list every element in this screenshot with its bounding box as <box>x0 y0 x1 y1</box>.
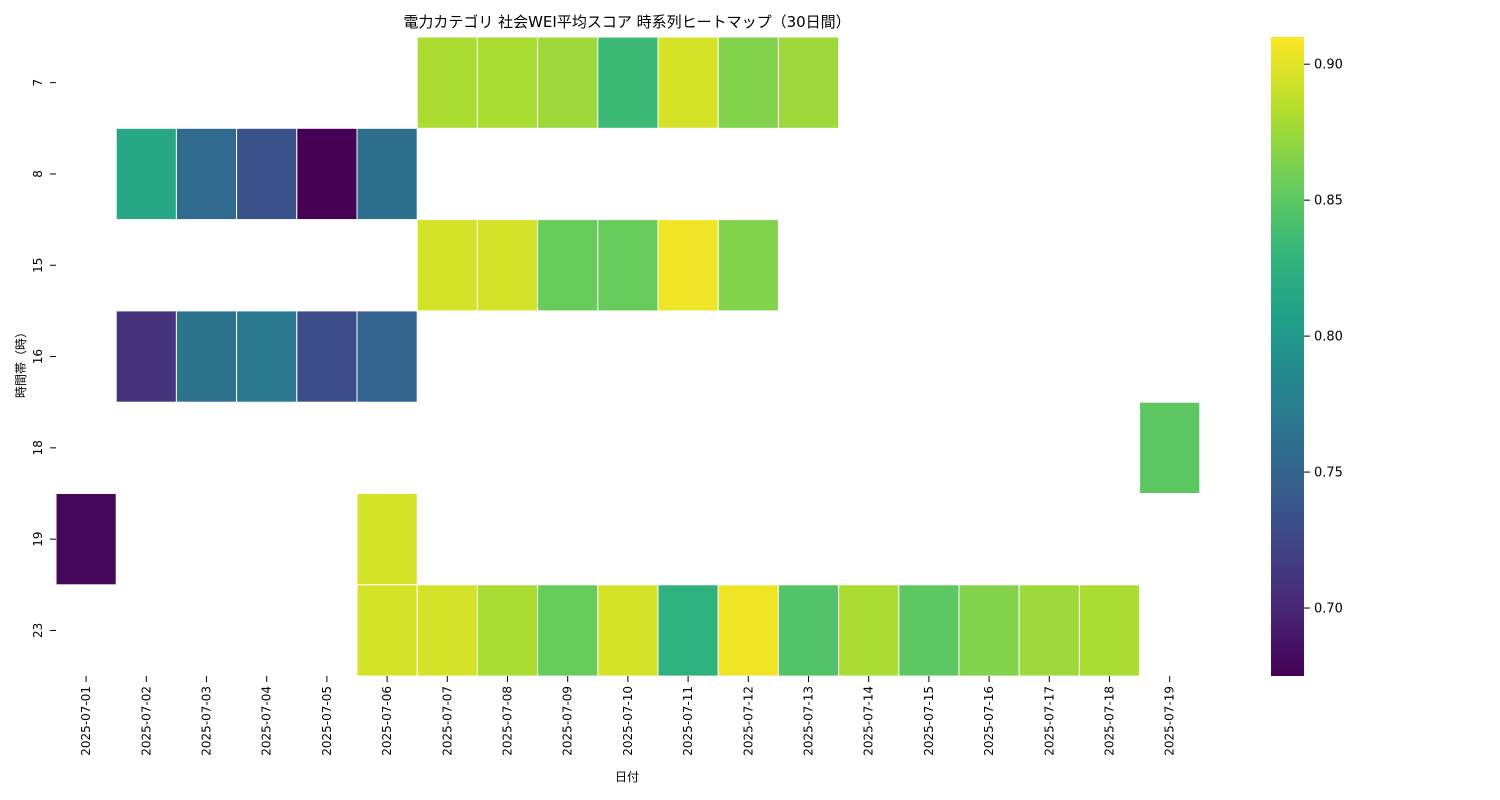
x-tick-label: 2025-07-09 <box>561 686 575 756</box>
heatmap-cell <box>236 310 298 403</box>
heatmap-cell <box>236 127 298 221</box>
colorbar-tick-label: 0.75 <box>1314 466 1343 481</box>
heatmap-cell <box>958 584 1020 677</box>
x-tick-label: 2025-07-12 <box>741 686 755 756</box>
heatmap-cell <box>597 36 659 129</box>
heatmap-cell <box>55 493 117 586</box>
heatmap-cell <box>537 219 599 312</box>
heatmap-cell <box>838 584 900 677</box>
heatmap-cell <box>296 127 358 221</box>
heatmap-cell <box>476 584 539 677</box>
x-tick-label: 2025-07-06 <box>380 686 394 756</box>
heatmap-cell <box>356 310 418 403</box>
heatmap-cells <box>55 36 1201 677</box>
y-tick-label: 18 <box>31 440 45 455</box>
heatmap-cell <box>717 584 779 677</box>
heatmap-cell <box>717 219 779 312</box>
heatmap-cell <box>597 584 659 677</box>
heatmap-cell <box>657 584 719 677</box>
y-tick-label: 7 <box>31 79 45 87</box>
x-tick-label: 2025-07-13 <box>802 686 816 756</box>
x-tick-label: 2025-07-02 <box>139 686 153 756</box>
x-tick-label: 2025-07-04 <box>260 686 274 756</box>
heatmap-cell <box>476 36 539 129</box>
heatmap-cell <box>356 493 418 586</box>
y-axis: 7 8 15 16 18 19 23 <box>31 79 56 638</box>
x-tick-label: 2025-07-03 <box>200 686 214 756</box>
heatmap-cell <box>356 584 418 677</box>
heatmap-cell <box>657 219 719 312</box>
heatmap-cell <box>777 36 840 129</box>
x-tick-label: 2025-07-14 <box>862 686 876 756</box>
heatmap-cell <box>416 36 478 129</box>
heatmap-cell <box>597 219 659 312</box>
heatmap-cell <box>537 584 599 677</box>
y-tick-label: 8 <box>31 170 45 178</box>
y-tick-label: 16 <box>31 349 45 364</box>
x-axis: 2025-07-01 2025-07-02 2025-07-03 2025-07-04… <box>79 676 1177 756</box>
heatmap-cell <box>115 127 177 221</box>
heatmap-cell <box>1018 584 1080 677</box>
x-tick-label: 2025-07-15 <box>922 686 936 756</box>
x-tick-label: 2025-07-16 <box>982 686 996 756</box>
x-tick-label: 2025-07-08 <box>501 686 515 756</box>
colorbar-tick-label: 0.90 <box>1314 58 1343 73</box>
colorbar-tick-label: 0.80 <box>1314 330 1343 345</box>
heatmap-cell <box>717 36 779 129</box>
colorbar-tick-label: 0.70 <box>1314 602 1343 617</box>
heatmap-cell <box>175 127 238 221</box>
chart-title: 電力カテゴリ 社会WEI平均スコア 時系列ヒートマップ（30日間） <box>403 13 850 31</box>
colorbar-axis: 0.70 0.75 0.80 0.85 0.90 <box>1304 58 1343 617</box>
y-tick-label: 23 <box>31 623 45 638</box>
heatmap-cell <box>537 36 599 129</box>
x-tick-label: 2025-07-10 <box>621 686 635 756</box>
x-tick-label: 2025-07-01 <box>79 686 93 756</box>
x-tick-label: 2025-07-05 <box>320 686 334 756</box>
x-axis-label: 日付 <box>615 770 639 784</box>
x-tick-label: 2025-07-07 <box>440 686 454 756</box>
heatmap-cell <box>416 219 478 312</box>
heatmap-cell <box>356 127 418 221</box>
heatmap-cell <box>296 310 358 403</box>
heatmap-cell <box>898 584 960 677</box>
y-axis-label: 時間帯（時） <box>14 326 28 398</box>
x-tick-label: 2025-07-17 <box>1042 686 1056 756</box>
heatmap-cell <box>777 584 840 677</box>
x-tick-label: 2025-07-18 <box>1103 686 1117 756</box>
x-tick-label: 2025-07-11 <box>681 686 695 756</box>
heatmap-cell <box>175 310 238 403</box>
x-tick-label: 2025-07-19 <box>1163 686 1177 756</box>
heatmap-cell <box>1139 401 1201 495</box>
heatmap-cell <box>115 310 177 403</box>
y-tick-label: 15 <box>31 258 45 273</box>
heatmap-cell <box>657 36 719 129</box>
heatmap-cell <box>416 584 478 677</box>
heatmap-cell <box>476 219 539 312</box>
heatmap-cell <box>1078 584 1141 677</box>
colorbar <box>1271 37 1304 676</box>
y-tick-label: 19 <box>31 531 45 546</box>
colorbar-tick-label: 0.85 <box>1314 194 1343 209</box>
